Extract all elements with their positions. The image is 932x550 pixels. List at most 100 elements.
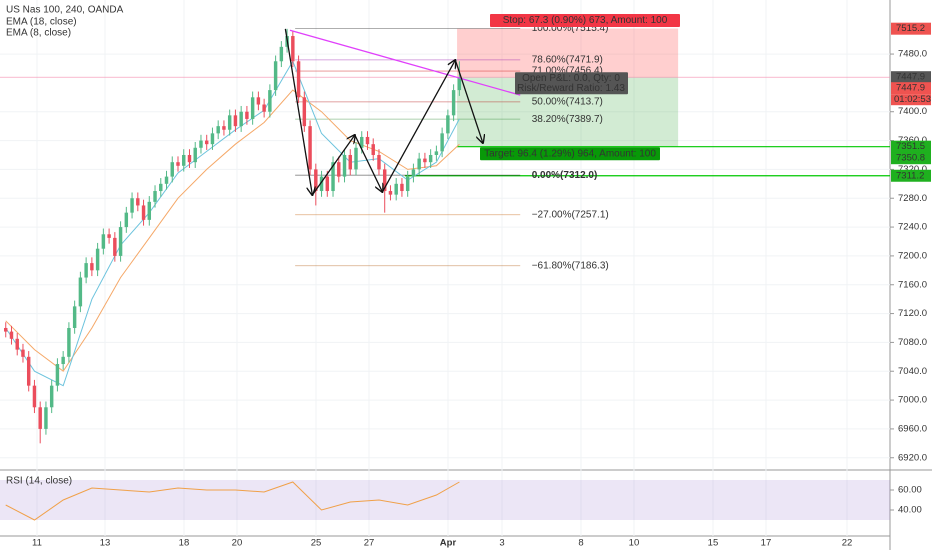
candle-body xyxy=(233,115,238,127)
candle-body xyxy=(428,154,433,163)
candle-body xyxy=(262,104,266,112)
candle-body xyxy=(302,97,307,127)
candle-body xyxy=(55,364,60,386)
countdown-box xyxy=(891,94,931,106)
candle-body xyxy=(187,154,192,163)
candle-body xyxy=(457,77,462,91)
candle-body xyxy=(354,147,358,170)
fib-label: 71.00%(7456.4) xyxy=(532,66,603,77)
candle-body xyxy=(417,158,421,170)
position-label: Open P&L: 0.0, Qty: 0 xyxy=(522,73,620,84)
y-tick-label: 6920.0 xyxy=(898,452,927,463)
countdown: 01:02:53 xyxy=(894,94,931,105)
x-tick-label: 8 xyxy=(578,538,583,549)
candle-body xyxy=(84,263,88,278)
candle-body xyxy=(4,327,8,332)
candle-body xyxy=(38,407,42,429)
price-label: 7447.9 xyxy=(896,72,925,83)
candle-body xyxy=(348,154,352,170)
candle-body xyxy=(176,162,180,166)
candle-body xyxy=(72,306,77,328)
candle-body xyxy=(182,154,186,166)
rsi-band xyxy=(0,480,890,520)
price-label: 7447.9 xyxy=(896,83,925,94)
candle-body xyxy=(136,198,140,206)
fib-label: 78.60%(7471.9) xyxy=(532,55,603,66)
candle-body xyxy=(107,234,111,238)
x-tick-label: 17 xyxy=(761,538,772,549)
candle-body xyxy=(405,176,410,192)
candle-body xyxy=(308,126,312,170)
symbol-title: US Nas 100, 240, OANDA xyxy=(6,5,124,16)
candle-body xyxy=(216,126,220,134)
stop-zone xyxy=(457,28,679,78)
candle-body xyxy=(15,338,19,350)
y-tick-label: 7120.0 xyxy=(898,308,927,319)
x-tick-label: Apr xyxy=(440,538,457,549)
price-label: 7515.2 xyxy=(896,23,925,34)
price-label-box xyxy=(891,82,931,95)
y-tick-label: 6960.0 xyxy=(898,423,927,434)
y-tick-label: 7360.0 xyxy=(898,135,927,146)
candle-body xyxy=(49,385,54,408)
candle-body xyxy=(250,97,255,119)
candle-body xyxy=(227,115,232,130)
candle-body xyxy=(273,61,278,91)
candle-body xyxy=(44,407,48,429)
fib-label: 100.00%(7515.4) xyxy=(532,23,609,34)
price-label: 7311.2 xyxy=(896,170,924,181)
rsi-tick-label: 60.00 xyxy=(898,485,922,496)
candle-body xyxy=(95,248,100,271)
price-label-box xyxy=(891,152,931,165)
candle-body xyxy=(400,183,404,192)
x-tick-label: 20 xyxy=(232,538,243,549)
candle-body xyxy=(319,176,324,192)
candle-body xyxy=(164,176,169,184)
candle-body xyxy=(382,169,387,192)
pattern-leg xyxy=(354,134,383,192)
price-label: 7350.8 xyxy=(896,153,925,164)
y-tick-label: 7080.0 xyxy=(898,337,927,348)
fib-label: −61.80%(7186.3) xyxy=(532,260,609,271)
candle-body xyxy=(342,154,347,177)
candle-body xyxy=(147,201,152,220)
candle-body xyxy=(78,277,83,307)
candle-body xyxy=(451,90,456,116)
indicator-label: EMA (18, close) xyxy=(6,17,77,28)
price-label: 7351.5 xyxy=(896,141,925,152)
x-tick-label: 11 xyxy=(32,538,42,549)
y-tick-label: 7000.0 xyxy=(898,395,927,406)
candle-body xyxy=(314,169,318,192)
label-box xyxy=(515,72,628,95)
candle-body xyxy=(423,158,427,163)
price-label-box xyxy=(891,140,931,153)
x-tick-label: 13 xyxy=(100,538,111,549)
y-tick-label: 7320.0 xyxy=(898,164,927,175)
candle-body xyxy=(291,36,295,62)
x-tick-label: 3 xyxy=(499,538,504,549)
candle-body xyxy=(279,46,284,62)
candle-body xyxy=(124,212,129,228)
candle-body xyxy=(101,234,106,249)
candle-body xyxy=(141,205,146,220)
rsi-tick-label: 40.00 xyxy=(898,505,922,516)
price-axis: 7480.0 7400.0 7360.0 7320.0 7280.0 7240.0 7200… xyxy=(32,22,931,549)
y-tick-label: 7160.0 xyxy=(898,279,927,290)
candle-body xyxy=(159,183,163,192)
candle-body xyxy=(113,237,117,256)
indicator-label: EMA (8, close) xyxy=(6,28,71,39)
fib-label: 0.00%(7312.0) xyxy=(532,170,598,181)
candle-body xyxy=(170,162,174,177)
candle-body xyxy=(199,140,203,148)
x-tick-label: 15 xyxy=(708,538,719,549)
candle-body xyxy=(365,136,370,145)
candle-body xyxy=(446,115,450,134)
candle-body xyxy=(153,191,157,202)
candle-body xyxy=(377,154,381,170)
y-tick-label: 7200.0 xyxy=(898,250,927,261)
candle-body xyxy=(193,147,197,163)
candle-body xyxy=(245,111,249,119)
candle-body xyxy=(394,183,398,195)
rsi-title: RSI (14, close) xyxy=(6,476,72,487)
